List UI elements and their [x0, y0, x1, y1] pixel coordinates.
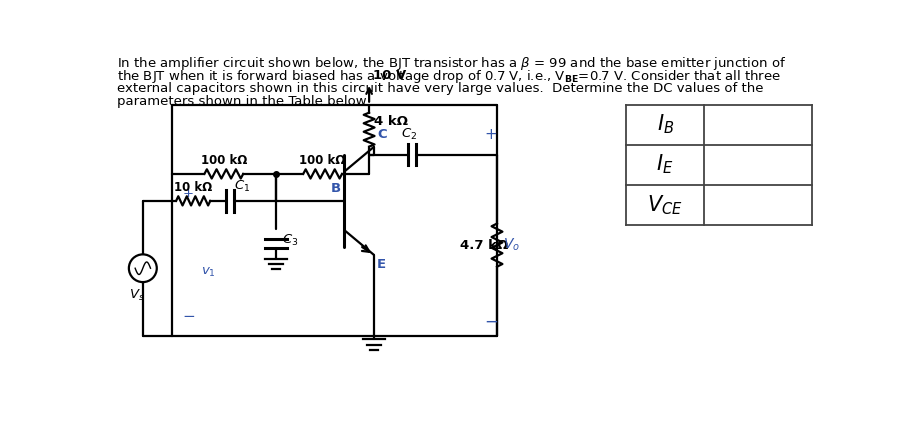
Text: 100 kΩ: 100 kΩ: [200, 154, 247, 167]
Text: $C_2$: $C_2$: [401, 127, 416, 142]
Text: +: +: [183, 187, 194, 199]
Text: 10 kΩ: 10 kΩ: [174, 181, 212, 194]
Text: $v_1$: $v_1$: [201, 266, 216, 278]
Text: $I_E$: $I_E$: [657, 153, 674, 176]
Text: B: B: [330, 182, 340, 195]
Text: C: C: [377, 128, 386, 141]
Text: +: +: [484, 127, 497, 142]
Text: $V_{CE}$: $V_{CE}$: [648, 193, 683, 217]
Text: $C_1$: $C_1$: [234, 179, 250, 194]
Text: In the amplifier circuit shown below, the BJT transistor has a $\beta$ = 99 and : In the amplifier circuit shown below, th…: [117, 55, 786, 73]
Text: 100 kΩ: 100 kΩ: [299, 154, 346, 167]
Text: 4 kΩ: 4 kΩ: [374, 115, 408, 128]
Text: −: −: [182, 309, 195, 324]
Text: $V_o$: $V_o$: [503, 237, 521, 254]
Text: $V_s$: $V_s$: [129, 288, 144, 303]
Text: −: −: [483, 313, 498, 331]
Text: 10 V: 10 V: [373, 69, 406, 82]
Text: E: E: [377, 258, 386, 271]
Text: the BJT when it is forward biased has a voltage drop of 0.7 V, i.e., V$_{\mathbf: the BJT when it is forward biased has a …: [117, 68, 781, 85]
Text: external capacitors shown in this circuit have very large values.  Determine the: external capacitors shown in this circui…: [117, 82, 764, 94]
Text: parameters shown in the Table below.: parameters shown in the Table below.: [117, 95, 370, 108]
Text: $C_3$: $C_3$: [282, 233, 298, 248]
Text: 4.7 kΩ: 4.7 kΩ: [460, 239, 508, 252]
Text: $I_B$: $I_B$: [657, 113, 674, 136]
